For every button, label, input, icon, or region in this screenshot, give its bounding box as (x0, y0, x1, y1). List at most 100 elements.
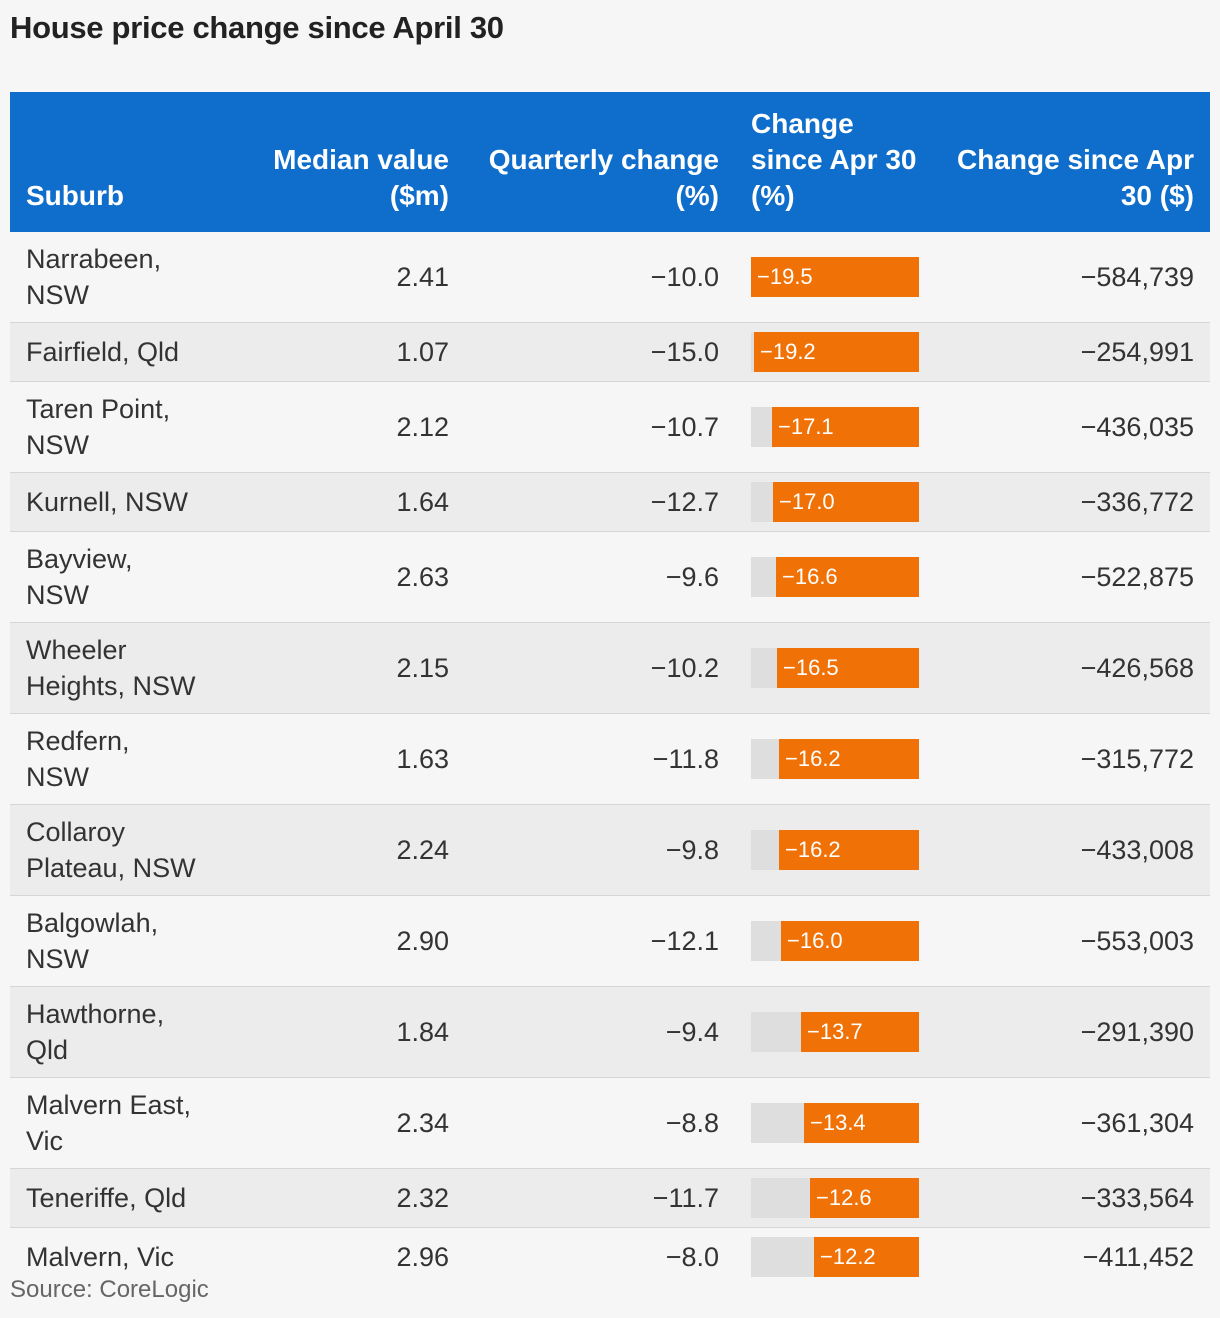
table-row: Taren Point, NSW 2.12 −10.7 −17.1 −436,035 (10, 381, 1210, 473)
median-value-cell: 2.63 (215, 531, 465, 623)
table-row: Narrabeen, NSW 2.41 −10.0 −19.5 −584,739 (10, 232, 1210, 323)
change-pct-cell: −13.7 (735, 986, 935, 1078)
quarterly-change-cell: −12.1 (465, 895, 735, 987)
bar-track: −13.4 (751, 1103, 919, 1143)
change-pct-cell: −16.6 (735, 531, 935, 623)
change-pct-cell: −12.6 (735, 1168, 935, 1228)
table-row: Kurnell, NSW 1.64 −12.7 −17.0 −336,772 (10, 472, 1210, 532)
change-pct-cell: −17.0 (735, 472, 935, 532)
change-dollars-cell: −411,452 (935, 1227, 1210, 1286)
change-pct-cell: −16.5 (735, 622, 935, 714)
change-pct-bar: −13.7 (801, 1012, 919, 1052)
median-value-cell: 2.90 (215, 895, 465, 987)
suburb-cell: Balgowlah, NSW (10, 895, 215, 987)
table-row: Teneriffe, Qld 2.32 −11.7 −12.6 −333,564 (10, 1168, 1210, 1228)
table-header-row: Suburb Median value ($m) Quarterly chang… (10, 92, 1210, 232)
bar-track: −16.5 (751, 648, 919, 688)
change-pct-bar: −16.2 (779, 830, 919, 870)
change-pct-cell: −16.0 (735, 895, 935, 987)
quarterly-change-cell: −8.0 (465, 1227, 735, 1286)
table-row: Fairfield, Qld 1.07 −15.0 −19.2 −254,991 (10, 322, 1210, 382)
table-row: Collaroy Plateau, NSW 2.24 −9.8 −16.2 −433,0… (10, 804, 1210, 896)
median-value-cell: 1.64 (215, 472, 465, 532)
median-value-cell: 2.15 (215, 622, 465, 714)
suburb-cell: Wheeler Heights, NSW (10, 622, 215, 714)
median-value-cell: 2.12 (215, 381, 465, 473)
median-value-cell: 2.34 (215, 1077, 465, 1169)
change-dollars-cell: −291,390 (935, 986, 1210, 1078)
bar-track: −17.1 (751, 407, 919, 447)
table-row: Malvern East, Vic 2.34 −8.8 −13.4 −361,304 (10, 1077, 1210, 1169)
change-dollars-cell: −584,739 (1080, 262, 1194, 292)
change-dollars-cell: −433,008 (935, 804, 1210, 896)
quarterly-change-cell: −15.0 (465, 322, 735, 382)
median-value-cell: 2.24 (215, 804, 465, 896)
bar-track: −16.6 (751, 557, 919, 597)
bar-track: −16.2 (751, 830, 919, 870)
suburb-cell: Redfern, NSW (10, 713, 215, 805)
suburb-cell: Bayview, NSW (10, 531, 215, 623)
price-change-table: Suburb Median value ($m) Quarterly chang… (10, 92, 1210, 1286)
change-pct-cell: −12.2 (735, 1227, 935, 1286)
suburb-cell: Malvern East, Vic (10, 1077, 215, 1169)
change-pct-cell: −16.2 (735, 804, 935, 896)
column-header-median-value: Median value ($m) (273, 144, 449, 211)
bar-track: −13.7 (751, 1012, 919, 1052)
change-pct-bar: −17.1 (772, 407, 919, 447)
quarterly-change-cell: −9.4 (465, 986, 735, 1078)
median-value-cell: 1.07 (215, 322, 465, 382)
change-pct-bar: −16.5 (777, 648, 919, 688)
change-pct-bar: −16.6 (776, 557, 919, 597)
median-value-cell: 2.41 (396, 262, 449, 292)
change-pct-bar: −19.2 (754, 332, 919, 372)
change-dollars-cell: −315,772 (935, 713, 1210, 805)
change-pct-bar: −16.0 (781, 921, 919, 961)
table-body: Narrabeen, NSW 2.41 −10.0 −19.5 −584,739 Fair… (10, 232, 1210, 1286)
quarterly-change-cell: −12.7 (465, 472, 735, 532)
change-dollars-cell: −254,991 (935, 322, 1210, 382)
change-pct-bar: −12.6 (810, 1178, 919, 1218)
table-row: Wheeler Heights, NSW 2.15 −10.2 −16.5 −426,5… (10, 622, 1210, 714)
quarterly-change-cell: −9.8 (465, 804, 735, 896)
table-row: Redfern, NSW 1.63 −11.8 −16.2 −315,772 (10, 713, 1210, 805)
suburb-cell: Fairfield, Qld (10, 322, 215, 382)
bar-track: −19.2 (751, 332, 919, 372)
column-header-change-pct: Change since Apr 30 (%) (751, 108, 917, 211)
bar-track: −16.2 (751, 739, 919, 779)
suburb-cell: Kurnell, NSW (10, 472, 215, 532)
quarterly-change-cell: −11.8 (465, 713, 735, 805)
bar-track: −16.0 (751, 921, 919, 961)
column-header-quarterly-change: Quarterly change (%) (488, 144, 719, 211)
change-pct-bar: −12.2 (814, 1237, 919, 1277)
suburb-cell: Collaroy Plateau, NSW (10, 804, 215, 896)
quarterly-change-cell: −10.7 (465, 381, 735, 473)
quarterly-change-cell: −9.6 (465, 531, 735, 623)
suburb-cell: Malvern, Vic (10, 1227, 215, 1286)
table-row: Hawthorne, Qld 1.84 −9.4 −13.7 −291,390 (10, 986, 1210, 1078)
column-header-suburb: Suburb (26, 180, 124, 211)
bar-track: −19.5 (751, 257, 919, 297)
change-dollars-cell: −553,003 (935, 895, 1210, 987)
median-value-cell: 1.84 (215, 986, 465, 1078)
suburb-cell: Hawthorne, Qld (10, 986, 215, 1078)
bar-track: −12.6 (751, 1178, 919, 1218)
table-row: Malvern, Vic 2.96 −8.0 −12.2 −411,452 (10, 1227, 1210, 1286)
change-pct-cell: −13.4 (735, 1077, 935, 1169)
change-pct-bar: −16.2 (779, 739, 919, 779)
quarterly-change-cell: −10.2 (465, 622, 735, 714)
quarterly-change-cell: −10.0 (650, 262, 719, 292)
change-dollars-cell: −336,772 (935, 472, 1210, 532)
suburb-cell: Taren Point, NSW (10, 381, 215, 473)
chart-title: House price change since April 30 (10, 10, 504, 45)
quarterly-change-cell: −11.7 (465, 1168, 735, 1228)
change-pct-bar: −17.0 (773, 482, 919, 522)
change-dollars-cell: −333,564 (935, 1168, 1210, 1228)
suburb-cell: Teneriffe, Qld (10, 1168, 215, 1228)
source-note: Source: CoreLogic (10, 1276, 209, 1303)
table-row: Bayview, NSW 2.63 −9.6 −16.6 −522,875 (10, 531, 1210, 623)
change-pct-bar: −19.5 (751, 257, 919, 297)
column-header-change-dollars: Change since Apr 30 ($) (956, 144, 1194, 211)
change-dollars-cell: −361,304 (935, 1077, 1210, 1169)
median-value-cell: 1.63 (215, 713, 465, 805)
table-row: Balgowlah, NSW 2.90 −12.1 −16.0 −553,003 (10, 895, 1210, 987)
